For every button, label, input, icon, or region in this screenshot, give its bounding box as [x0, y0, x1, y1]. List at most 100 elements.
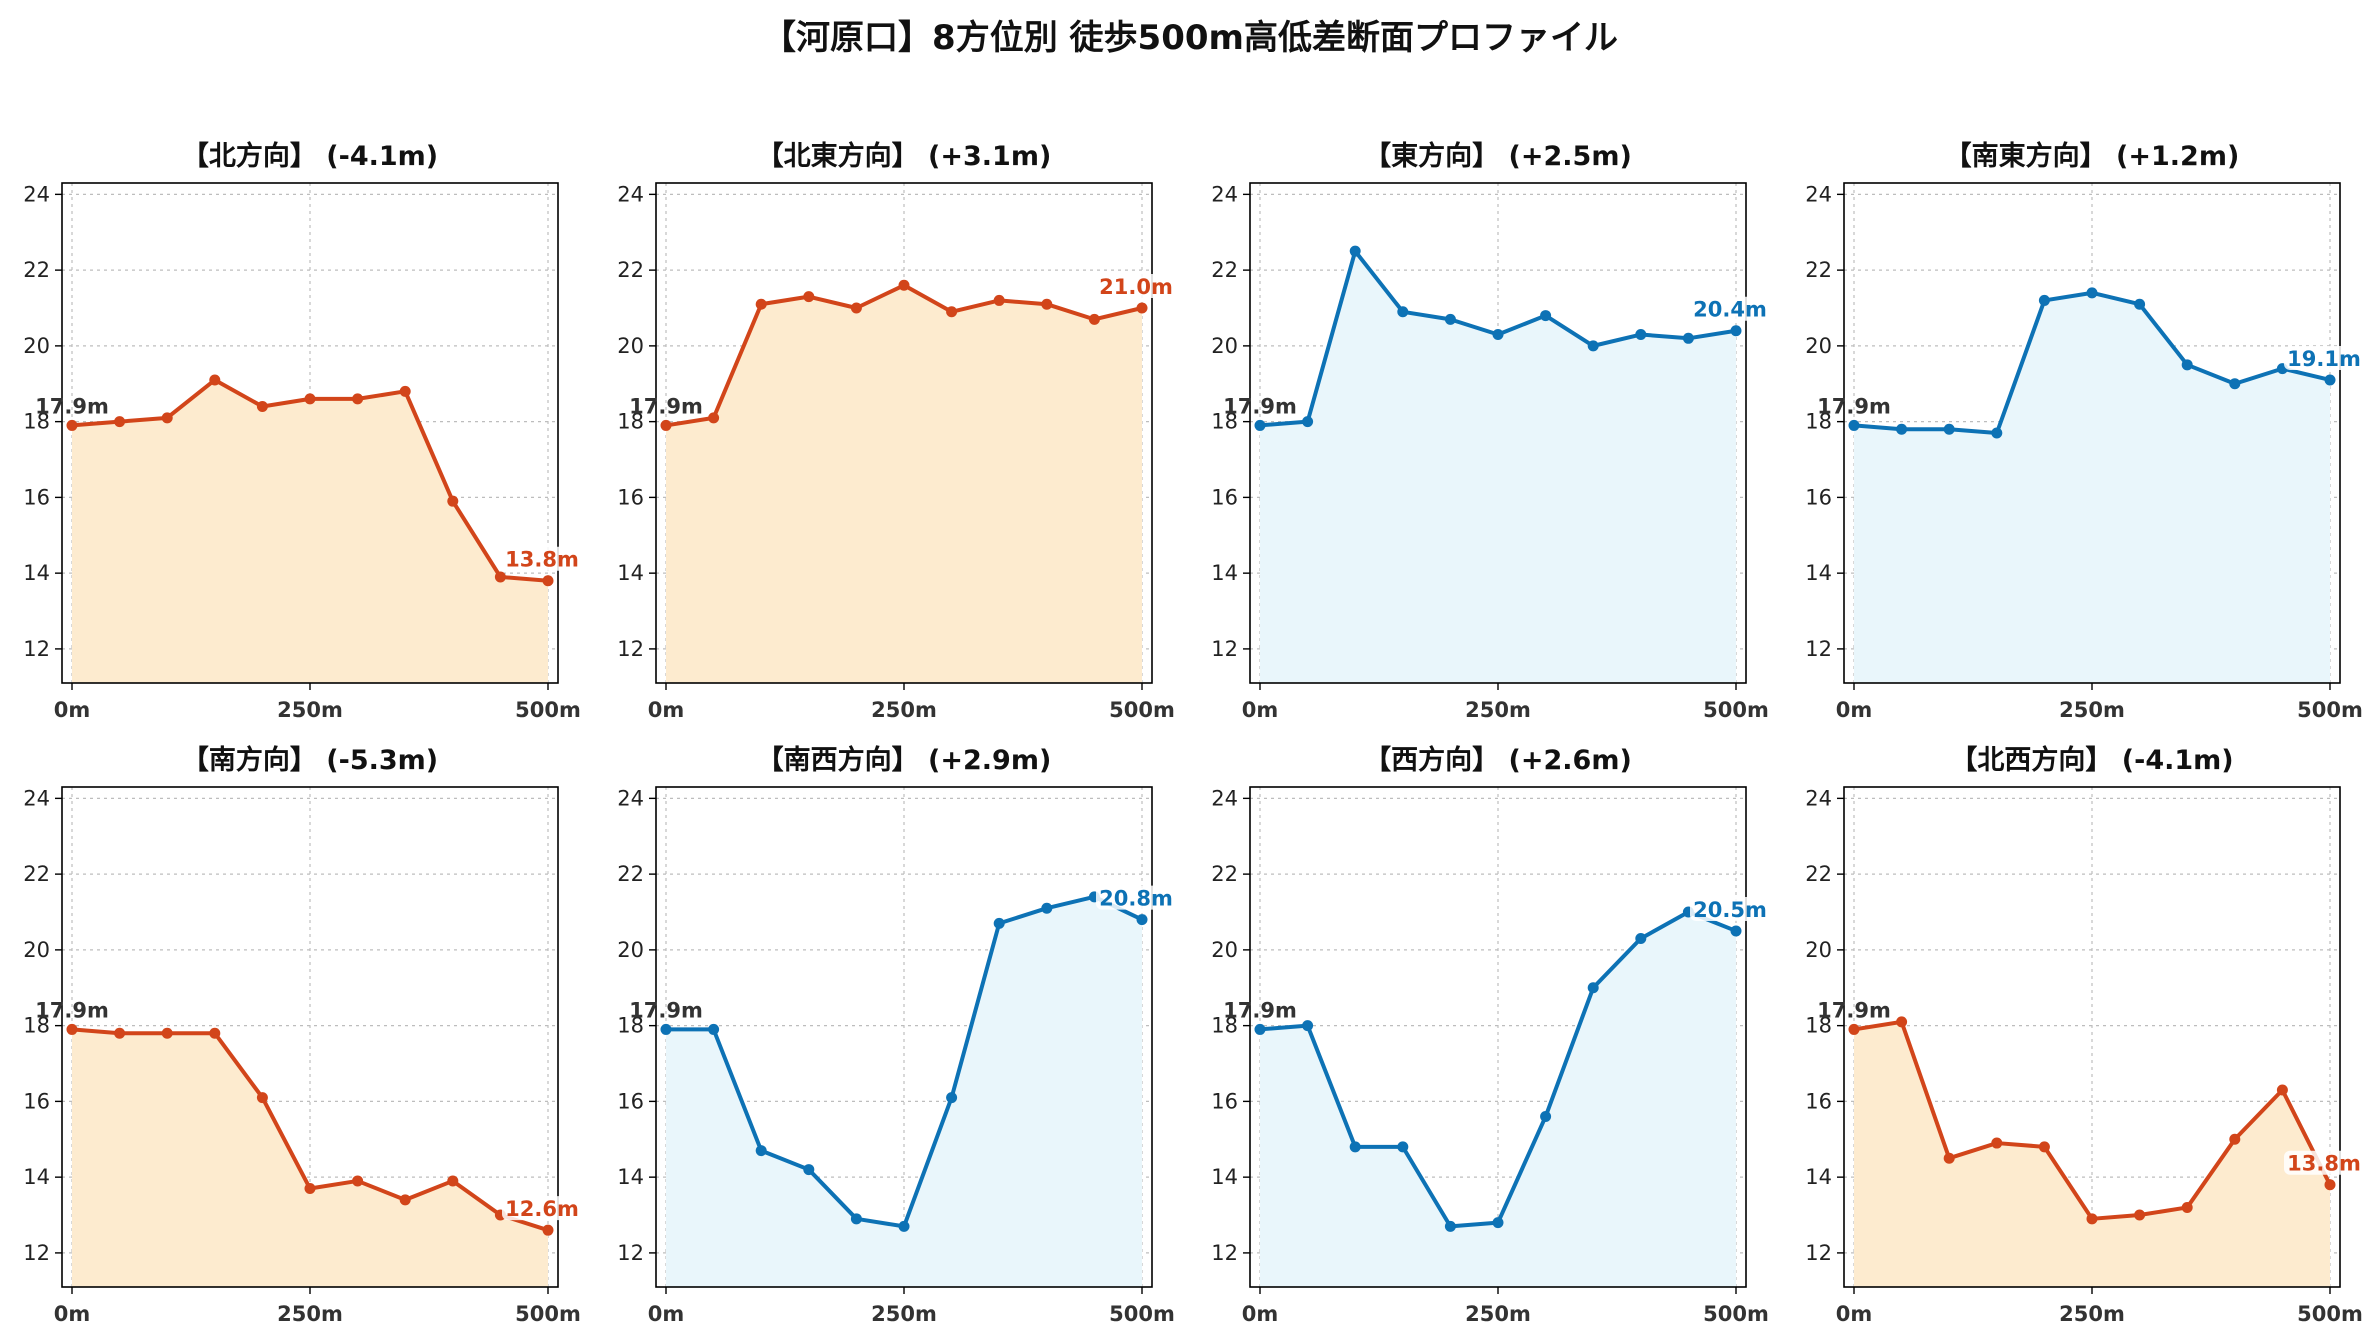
data-point-0 — [66, 1023, 78, 1035]
end-label-background — [1096, 274, 1176, 298]
data-point-1 — [1896, 1016, 1908, 1028]
data-point-7 — [2181, 1201, 2193, 1213]
y-tick-label-4: 20 — [1211, 938, 1238, 962]
data-point-6 — [2134, 298, 2146, 310]
data-point-8 — [1041, 902, 1053, 914]
end-value-label: 12.6m — [505, 1197, 579, 1221]
data-point-1 — [1896, 423, 1908, 435]
data-point-7 — [993, 294, 1005, 306]
data-point-7 — [399, 385, 411, 397]
x-tick-label-0: 0m — [648, 1302, 685, 1326]
x-tick-label-1: 250m — [277, 1302, 343, 1326]
end-value-label: 21.0m — [1099, 275, 1173, 299]
end-value-label: 20.4m — [1693, 298, 1767, 322]
data-point-10 — [1136, 302, 1148, 314]
y-tick-label-6: 24 — [23, 786, 50, 810]
panel-title: 【北西方向】 (-4.1m) — [1950, 744, 2233, 776]
y-tick-label-2: 16 — [23, 485, 50, 509]
data-point-5 — [2086, 1213, 2098, 1225]
y-tick-label-0: 12 — [1211, 1241, 1238, 1265]
y-tick-label-5: 22 — [23, 258, 50, 282]
area-fill — [72, 1029, 548, 1287]
y-tick-label-4: 20 — [1805, 938, 1832, 962]
y-tick-label-0: 12 — [617, 637, 644, 661]
end-value-label: 20.5m — [1693, 898, 1767, 922]
y-tick-label-5: 22 — [1805, 258, 1832, 282]
y-tick-label-1: 14 — [617, 561, 644, 585]
data-point-3 — [1991, 427, 2003, 439]
y-tick-label-3: 18 — [1211, 1014, 1238, 1038]
x-tick-label-2: 500m — [515, 1302, 581, 1326]
chart-panel-5: 12 14 16 18 20 22 24 0m 250m 500m 【南方向】 (-5.3m) 17.… — [23, 744, 582, 1326]
chart-panel-6: 12 14 16 18 20 22 24 0m 250m 500m 【南西方向】 (+2.9m) 17… — [617, 744, 1176, 1326]
data-point-3 — [209, 374, 221, 386]
y-tick-label-0: 12 — [1805, 1241, 1832, 1265]
x-tick-label-2: 500m — [1109, 698, 1175, 722]
data-point-9 — [2276, 1084, 2288, 1096]
data-point-4 — [2038, 1141, 2050, 1153]
panel-title: 【西方向】 (+2.6m) — [1364, 744, 1632, 776]
data-point-7 — [1587, 340, 1599, 352]
data-point-2 — [161, 1027, 173, 1039]
chart-panel-1: 12 14 16 18 20 22 24 0m 250m 500m 【北方向】 (-4.1m) 17.… — [23, 140, 582, 722]
y-tick-label-5: 22 — [23, 862, 50, 886]
x-tick-label-1: 250m — [277, 698, 343, 722]
chart-panel-2: 12 14 16 18 20 22 24 0m 250m 500m 【北東方向】 (+3.1m) 17… — [617, 140, 1176, 722]
data-point-6 — [946, 306, 958, 318]
end-label-background — [2284, 1150, 2364, 1175]
x-tick-label-1: 250m — [2059, 698, 2125, 722]
start-value-label: 17.9m — [629, 394, 703, 418]
x-tick-label-1: 250m — [871, 1302, 937, 1326]
data-point-10 — [542, 575, 554, 587]
data-point-0 — [1848, 419, 1860, 431]
panel-title: 【南東方向】 (+1.2m) — [1945, 140, 2240, 172]
data-point-3 — [1991, 1137, 2003, 1149]
end-value-label: 13.8m — [505, 548, 579, 572]
data-point-4 — [256, 1092, 268, 1104]
x-tick-label-0: 0m — [1836, 1302, 1873, 1326]
data-point-10 — [2324, 374, 2336, 386]
panel-title: 【南西方向】 (+2.9m) — [757, 744, 1052, 776]
panel-title: 【東方向】 (+2.5m) — [1364, 140, 1632, 172]
x-tick-label-2: 500m — [2297, 1302, 2363, 1326]
data-point-4 — [256, 400, 268, 412]
data-point-8 — [447, 495, 459, 507]
x-tick-label-0: 0m — [1242, 1302, 1279, 1326]
data-point-5 — [304, 1183, 316, 1195]
y-tick-label-5: 22 — [1805, 862, 1832, 886]
y-tick-label-3: 18 — [23, 1014, 50, 1038]
start-value-label: 17.9m — [629, 998, 703, 1022]
data-point-1 — [1302, 1020, 1314, 1032]
data-point-7 — [2181, 359, 2193, 371]
data-point-6 — [946, 1092, 958, 1104]
y-tick-label-2: 16 — [617, 485, 644, 509]
data-point-1 — [114, 1027, 126, 1039]
y-tick-label-4: 20 — [23, 334, 50, 358]
area-fill — [72, 379, 548, 683]
data-point-3 — [1397, 306, 1409, 318]
y-tick-label-0: 12 — [1211, 637, 1238, 661]
x-tick-label-1: 250m — [1465, 698, 1531, 722]
data-point-2 — [161, 412, 173, 424]
y-tick-label-1: 14 — [1805, 1165, 1832, 1189]
start-value-label: 17.9m — [1817, 394, 1891, 418]
data-point-5 — [1492, 329, 1504, 341]
data-point-3 — [1397, 1141, 1409, 1153]
y-tick-label-4: 20 — [1805, 334, 1832, 358]
y-tick-label-3: 18 — [1211, 410, 1238, 434]
data-point-0 — [66, 419, 78, 431]
end-label-background — [1690, 896, 1770, 921]
data-point-10 — [1730, 925, 1742, 937]
chart-panel-3: 12 14 16 18 20 22 24 0m 250m 500m 【東方向】 (+2.5m) 17.… — [1211, 140, 1770, 722]
x-tick-label-0: 0m — [1242, 698, 1279, 722]
data-point-0 — [660, 419, 672, 431]
data-point-0 — [1254, 1023, 1266, 1035]
end-label-background — [1690, 296, 1770, 321]
data-point-7 — [1587, 982, 1599, 994]
area-fill — [1854, 292, 2330, 683]
y-tick-label-6: 24 — [1805, 182, 1832, 206]
y-tick-label-2: 16 — [1211, 485, 1238, 509]
y-tick-label-1: 14 — [23, 1165, 50, 1189]
end-label-background — [2284, 345, 2364, 370]
y-tick-label-3: 18 — [1805, 410, 1832, 434]
